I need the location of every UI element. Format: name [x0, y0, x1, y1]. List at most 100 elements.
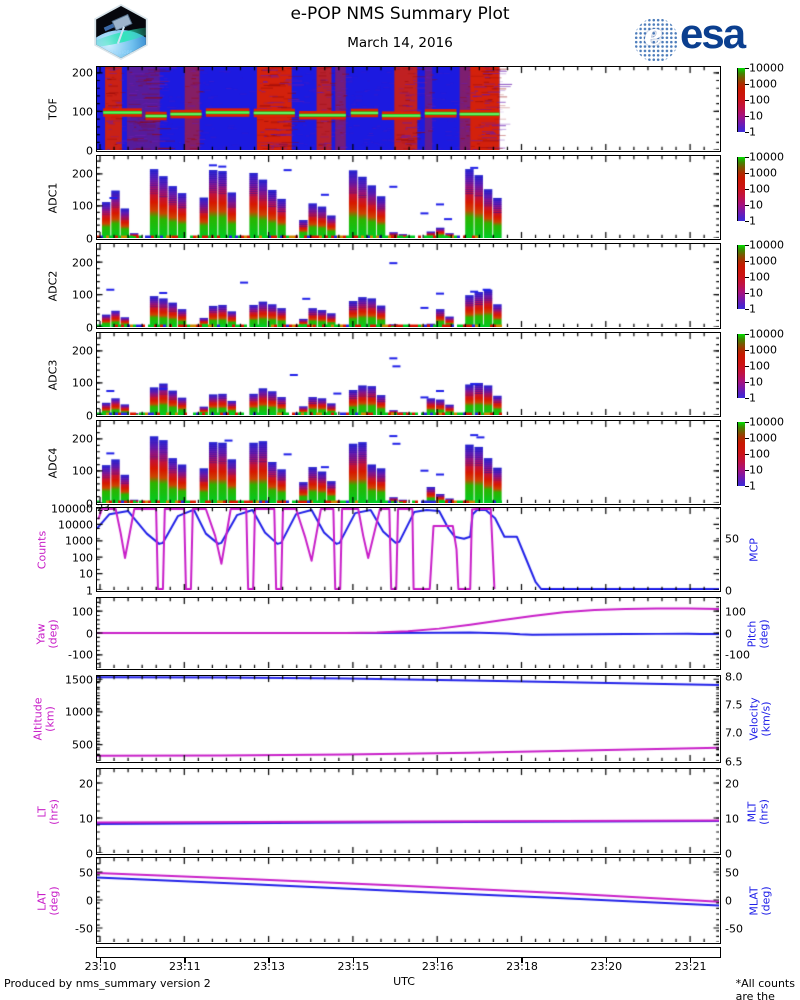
x-axis-title: UTC	[393, 975, 415, 988]
y-tick-label-left: 100	[72, 376, 93, 390]
colorbar-tick-label: 10	[749, 463, 763, 477]
plot-title: e-POP NMS Summary Plot	[290, 4, 510, 24]
colorbar-tick-label: 10	[749, 375, 763, 389]
adc4-canvas	[97, 421, 719, 503]
colorbar	[737, 422, 745, 486]
colorbar-tick-label: 1	[749, 391, 756, 405]
x-tick-label: 23:10	[84, 960, 117, 973]
y-tick-label-left: 100	[72, 199, 93, 213]
colorbar-tick-label: 100	[749, 270, 770, 284]
colorbar-tick	[745, 132, 749, 134]
x-axis-tick	[268, 958, 270, 963]
counts-overlap-artifact: 23	[97, 503, 110, 514]
counts-canvas	[97, 508, 719, 590]
colorbar	[737, 245, 745, 309]
y-tick-label-left: 20	[79, 777, 93, 790]
colorbar-tick	[745, 205, 749, 207]
x-axis-tick	[521, 958, 523, 963]
panel-yaw	[96, 597, 721, 670]
panel-lt	[96, 768, 721, 855]
colorbar-tick	[745, 309, 749, 311]
y-tick-label-left: 10	[79, 812, 93, 825]
x-tick-label: 23:15	[337, 960, 370, 973]
colorbar-tick	[745, 454, 749, 456]
x-tick-label: 23:11	[168, 960, 201, 973]
y-tick-label-left: 0	[86, 627, 93, 640]
colorbar-tick-label: 1	[749, 125, 756, 139]
esa-e-glyph: e	[644, 18, 664, 53]
y-tick-label-right: 7.0	[725, 726, 743, 740]
lat-canvas	[97, 858, 719, 942]
y-tick-label-left: 0	[86, 409, 93, 422]
x-axis-tick	[605, 958, 608, 963]
y-tick-label-right: 50	[725, 866, 739, 879]
y-tick-label-right: 20	[725, 777, 739, 790]
colorbar-tick	[745, 438, 749, 440]
y-axis-label-left-adc1: ADC1	[46, 182, 60, 213]
colorbar-tick	[745, 277, 749, 279]
panel-adc1	[96, 155, 721, 240]
y-tick-label-left: 100	[72, 464, 93, 478]
patch-mission-name: CASSIOPE	[109, 50, 133, 55]
colorbar	[737, 68, 745, 132]
x-axis-tick	[99, 958, 102, 963]
y-tick-label-right: -50	[725, 922, 743, 935]
y-tick-label-left: 100	[72, 105, 93, 119]
colorbar-tick	[745, 68, 749, 70]
y-axis-label-left-adc3: ADC3	[46, 359, 60, 390]
y-tick-label-left: 200	[72, 66, 93, 80]
y-tick-label-right: 0	[725, 584, 732, 597]
colorbar-tick	[745, 398, 749, 400]
y-tick-label-left: 0	[86, 497, 93, 510]
y-tick-label-right: 0	[725, 627, 732, 640]
y-axis-label-right-yaw: Pitch (deg)	[745, 618, 771, 649]
y-tick-label-left: 100	[72, 288, 93, 302]
panel-adc2	[96, 243, 721, 329]
colorbar-tick	[745, 486, 749, 488]
y-axis-label-left-altitude: Altitude (km)	[31, 697, 57, 741]
y-axis-label-left-adc4: ADC4	[46, 447, 60, 478]
x-axis-tick	[352, 958, 355, 963]
colorbar-tick	[745, 382, 749, 384]
colorbar-tick-label: 1000	[749, 77, 777, 91]
colorbar-tick-label: 10	[749, 109, 763, 123]
y-tick-label-left: 0	[86, 847, 93, 860]
colorbar	[737, 157, 745, 221]
colorbar-tick-label: 100	[749, 359, 770, 373]
y-tick-label-left: -100	[68, 648, 93, 662]
y-tick-label-left: 200	[72, 432, 93, 446]
panel-adc3	[96, 332, 721, 417]
colorbar-tick	[745, 366, 749, 368]
y-tick-label-left: 200	[72, 344, 93, 358]
panel-altitude	[96, 675, 721, 763]
y-axis-label-right-counts: MCP	[747, 537, 761, 562]
y-tick-label-left: 100	[72, 605, 93, 619]
y-axis-label-right-lt: MLT (hrs)	[745, 798, 771, 825]
plot-date: March 14, 2016	[347, 35, 453, 51]
y-tick-label-right: -100	[725, 648, 750, 662]
y-axis-label-left-tof: TOF	[46, 98, 60, 120]
colorbar-tick-label: 1	[749, 479, 756, 493]
colorbar-tick	[745, 173, 749, 175]
yaw-canvas	[97, 598, 719, 668]
y-tick-label-right: 8.0	[725, 670, 743, 683]
y-tick-label-right: 50	[725, 532, 739, 546]
x-tick-label: 23:16	[421, 960, 454, 973]
y-tick-label-left: 10000	[58, 518, 93, 532]
colorbar-tick-label: 10000	[749, 150, 784, 164]
esa-logo: e esa	[634, 10, 794, 62]
panel-counts	[96, 507, 721, 592]
colorbar-tick	[745, 189, 749, 191]
colorbar-tick-label: 100	[749, 93, 770, 107]
y-tick-label-left: 0	[86, 894, 93, 907]
x-tick-label: 23:20	[590, 960, 623, 973]
y-tick-label-right: 0	[725, 894, 732, 907]
footer-note: *All counts are the integration over 10 …	[735, 977, 795, 1000]
panel-tof	[96, 66, 721, 152]
colorbar-tick	[745, 470, 749, 472]
y-tick-label-right: 6.5	[725, 755, 743, 768]
colorbar-tick	[745, 334, 749, 336]
colorbar-tick-label: 1000	[749, 254, 777, 268]
y-tick-label-left: 1000	[65, 534, 93, 548]
